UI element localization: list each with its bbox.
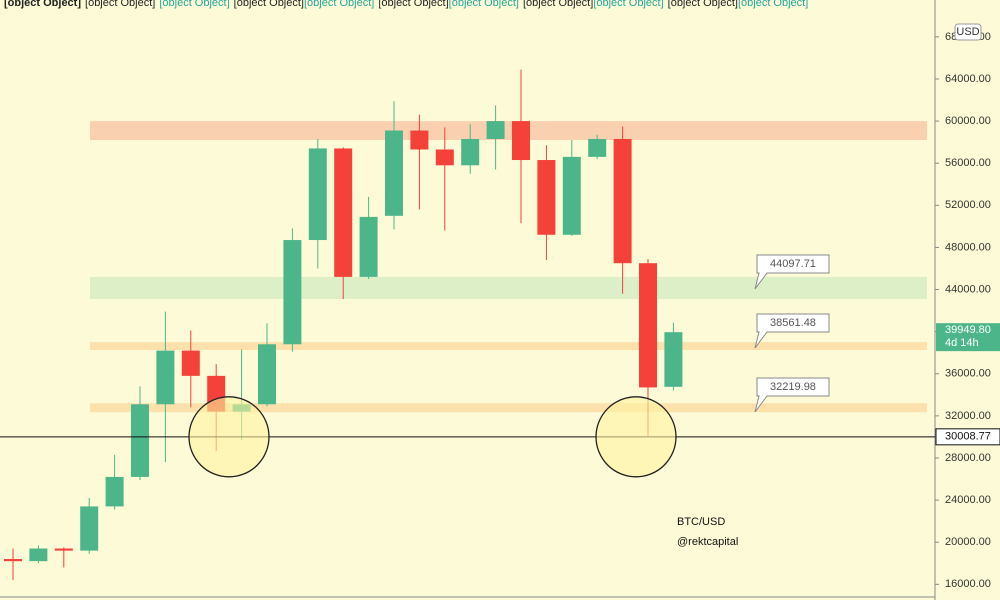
- candle-body: [105, 476, 124, 507]
- callout: [754, 377, 830, 413]
- countdown: 4d 14h: [945, 337, 979, 349]
- currency-badge: [954, 23, 982, 41]
- candle-body: [461, 138, 480, 166]
- candle-body: [486, 121, 505, 139]
- candle-body: [512, 121, 530, 161]
- level-label: 44097.71: [770, 258, 816, 270]
- candle-body: [29, 548, 48, 562]
- candle-body: [588, 138, 607, 157]
- candle-body: [664, 332, 683, 387]
- watermark: BTC/USD: [677, 516, 725, 528]
- level-label: 32219.98: [770, 381, 816, 393]
- candle-body: [334, 148, 353, 277]
- last-price-label: 39949.80: [945, 324, 991, 336]
- candle-body: [562, 156, 581, 235]
- price-axis: [935, 0, 1000, 600]
- candle-body: [181, 350, 200, 376]
- candle-body: [80, 506, 99, 551]
- candle-body: [131, 404, 149, 477]
- header-item: [object Object]: [85, 0, 155, 9]
- header-item: [object Object]: [449, 0, 519, 9]
- header-item: [object Object]: [304, 0, 374, 9]
- support-label: 30008.77: [945, 431, 991, 443]
- y-tick-label: 36000.00: [945, 368, 991, 380]
- y-tick-label: 16000.00: [945, 578, 991, 590]
- highlight-circle: [188, 396, 270, 478]
- zone: [90, 121, 927, 141]
- highlight-circle: [595, 396, 677, 478]
- candle-body: [537, 160, 556, 235]
- candle-body: [156, 350, 175, 405]
- candle-body: [54, 548, 73, 551]
- zone: [90, 403, 927, 413]
- y-tick-label: 52000.00: [945, 199, 991, 211]
- header-item: [object Object]: [593, 0, 663, 9]
- candle-body: [385, 130, 403, 216]
- price-tag: [935, 428, 1000, 446]
- header-item: [object Object]: [738, 0, 808, 9]
- y-tick-label: 60000.00: [945, 115, 991, 127]
- watermark: @rektcapital: [677, 536, 738, 548]
- candle-body: [359, 216, 378, 277]
- candle-body: [639, 263, 657, 388]
- header: [object Object] [object Object] [object Ob…: [4, 0, 808, 9]
- candle-body: [308, 148, 327, 241]
- header-item: [object Object]: [234, 0, 304, 9]
- header-item: [object Object]: [668, 0, 738, 9]
- zone: [90, 276, 927, 299]
- y-tick-label: 32000.00: [945, 410, 991, 422]
- header-item: [object Object]: [378, 0, 448, 9]
- last-price-tag: [936, 323, 1000, 352]
- y-tick-label: 44000.00: [945, 283, 991, 295]
- currency: USD: [956, 26, 979, 38]
- y-tick-label: 28000.00: [945, 452, 991, 464]
- candle-body: [4, 559, 22, 562]
- candle-body: [258, 344, 276, 405]
- header-item: [object Object]: [159, 0, 229, 9]
- candle-body: [410, 130, 429, 150]
- candle-body: [435, 149, 454, 166]
- y-tick-label: 56000.00: [945, 157, 991, 169]
- header-item: [object Object]: [523, 0, 593, 9]
- y-tick-label: 64000.00: [945, 73, 991, 85]
- y-tick-label: 24000.00: [945, 494, 991, 506]
- callout: [754, 313, 830, 349]
- zone: [90, 342, 927, 351]
- header-item: [object Object]: [4, 0, 81, 9]
- candle-body: [283, 240, 302, 345]
- level-label: 38561.48: [770, 317, 816, 329]
- candle-body: [613, 138, 632, 264]
- callout: [754, 254, 830, 290]
- y-tick-label: 48000.00: [945, 241, 991, 253]
- y-tick-label: 20000.00: [945, 536, 991, 548]
